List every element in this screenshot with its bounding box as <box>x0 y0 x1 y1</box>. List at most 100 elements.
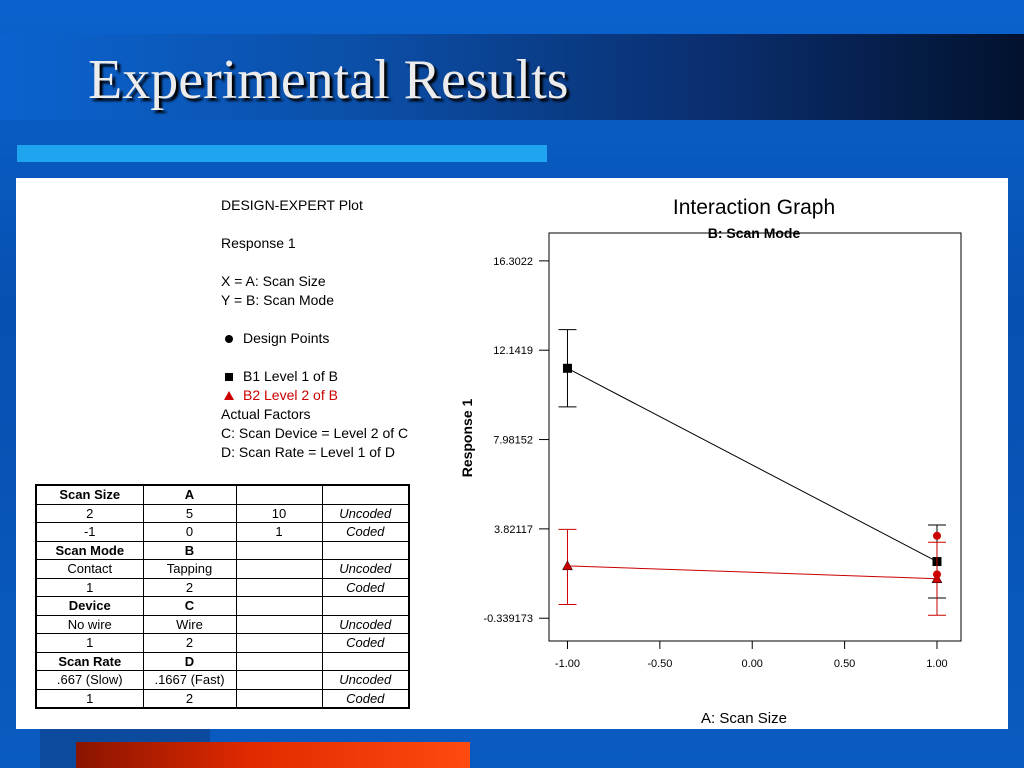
table-cell: Coded <box>321 522 410 542</box>
table-cell: Uncoded <box>321 614 410 634</box>
table-row: Scan Rate D <box>35 651 410 671</box>
table-cell: 10 <box>235 503 323 523</box>
factor-levels-table: Scan Size A 2 5 10 Uncoded -1 0 1 Coded Scan Mode B… <box>35 484 410 709</box>
y-tick-label: 12.1419 <box>493 345 533 357</box>
chart-title: Interaction Graph <box>673 196 835 219</box>
table-cell: Coded <box>321 633 410 653</box>
series-line <box>567 565 937 580</box>
table-cell: Scan Rate <box>35 651 144 671</box>
table-row: 2 5 10 Uncoded <box>35 503 410 523</box>
table-cell: 1 <box>235 522 323 542</box>
table-cell <box>235 559 323 579</box>
table-cell <box>235 484 323 505</box>
square-marker <box>562 363 572 373</box>
table-cell: 1 <box>35 633 144 653</box>
table-cell: Coded <box>321 577 410 597</box>
table-cell: No wire <box>35 614 144 634</box>
legend-factor-c: C: Scan Device = Level 2 of C <box>221 425 409 441</box>
legend-response: Response 1 <box>221 235 296 251</box>
design-point <box>932 531 941 540</box>
table-cell <box>235 577 323 597</box>
design-expert-plot-panel: DESIGN-EXPERT Plot Response 1 X = A: Sca… <box>16 178 1008 729</box>
legend-b1: B1 Level 1 of B <box>221 367 408 386</box>
table-cell: Scan Size <box>35 484 144 505</box>
table-cell: Coded <box>321 688 410 709</box>
table-cell: 5 <box>142 503 237 523</box>
legend-design-points: Design Points <box>221 329 408 348</box>
x-tick-label: 1.00 <box>926 658 947 670</box>
table-cell: 2 <box>142 577 237 597</box>
table-cell: C <box>142 596 237 616</box>
table-cell <box>321 540 410 560</box>
table-cell: .667 (Slow) <box>35 670 144 690</box>
series-line <box>567 367 938 562</box>
table-cell <box>235 540 323 560</box>
square-marker-icon <box>225 373 233 381</box>
table-cell <box>321 596 410 616</box>
table-cell: Uncoded <box>321 670 410 690</box>
table-cell: D <box>142 651 237 671</box>
legend-actual-factors: Actual Factors <box>221 406 311 422</box>
table-cell: Contact <box>35 559 144 579</box>
table-cell: Tapping <box>142 559 237 579</box>
y-tick-label: 16.3022 <box>493 256 533 268</box>
table-cell <box>235 651 323 671</box>
table-cell: Uncoded <box>321 559 410 579</box>
x-tick-label: -1.00 <box>555 658 580 670</box>
y-tick-label: 7.98152 <box>493 435 533 447</box>
table-cell <box>235 614 323 634</box>
design-point <box>932 570 941 579</box>
table-cell <box>235 596 323 616</box>
table-cell: A <box>142 484 237 505</box>
table-row: Device C <box>35 596 410 616</box>
slide-title: Experimental Results <box>88 49 569 111</box>
table-cell: Device <box>35 596 144 616</box>
table-row: 1 2 Coded <box>35 633 410 653</box>
title-band <box>0 34 1024 120</box>
table-row: 1 2 Coded <box>35 688 410 709</box>
y-tick-label: -0.339173 <box>483 613 533 625</box>
table-cell <box>235 670 323 690</box>
legend-factor-d: D: Scan Rate = Level 1 of D <box>221 444 395 460</box>
table-cell: 0 <box>142 522 237 542</box>
table-cell: 2 <box>142 633 237 653</box>
triangle-marker-icon <box>224 391 234 400</box>
plot-frame <box>548 232 962 642</box>
table-cell: Scan Mode <box>35 540 144 560</box>
table-cell: B <box>142 540 237 560</box>
table-cell: Wire <box>142 614 237 634</box>
table-cell: 1 <box>35 577 144 597</box>
legend-x-label: X = A: Scan Size <box>221 273 326 289</box>
x-tick-label: 0.00 <box>742 658 763 670</box>
triangle-marker <box>562 560 573 571</box>
table-cell <box>235 688 323 709</box>
legend-b2: B2 Level 2 of B <box>221 386 408 405</box>
title-underline-bar <box>17 145 547 162</box>
x-tick-label: 0.50 <box>834 658 855 670</box>
table-cell: 2 <box>35 503 144 523</box>
table-row: 1 2 Coded <box>35 577 410 597</box>
legend-header: DESIGN-EXPERT Plot <box>221 197 363 213</box>
table-row: Contact Tapping Uncoded <box>35 559 410 579</box>
interaction-graph: Interaction Graph B: Scan Mode 16.302212… <box>459 196 962 723</box>
x-tick-label: -0.50 <box>647 658 672 670</box>
table-cell: -1 <box>35 522 144 542</box>
table-cell: Uncoded <box>321 503 410 523</box>
y-axis-label: Response 1 <box>459 398 475 477</box>
table-row: .667 (Slow) .1667 (Fast) Uncoded <box>35 670 410 690</box>
table-cell: 1 <box>35 688 144 709</box>
table-cell: .1667 (Fast) <box>142 670 237 690</box>
legend-y-label: Y = B: Scan Mode <box>221 292 334 308</box>
y-tick-label: 3.82117 <box>494 524 533 536</box>
design-point-marker-icon <box>225 335 233 343</box>
table-row: No wire Wire Uncoded <box>35 614 410 634</box>
table-cell <box>321 484 410 505</box>
table-row: Scan Size A <box>35 484 410 505</box>
table-cell <box>321 651 410 671</box>
footer-accent-bar <box>76 742 470 768</box>
table-row: Scan Mode B <box>35 540 410 560</box>
table-cell: 2 <box>142 688 237 709</box>
table-cell <box>235 633 323 653</box>
table-row: -1 0 1 Coded <box>35 522 410 542</box>
plot-legend: DESIGN-EXPERT Plot Response 1 X = A: Sca… <box>221 196 408 462</box>
